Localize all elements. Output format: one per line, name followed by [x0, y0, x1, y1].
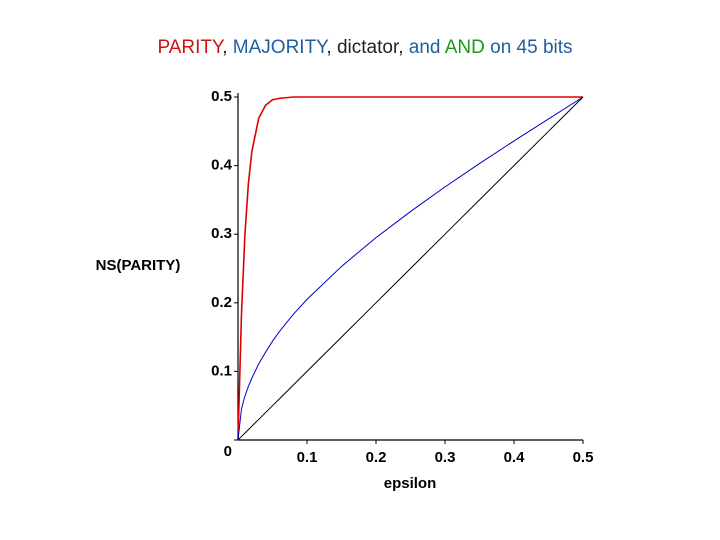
series-line	[237, 96, 584, 441]
title-part: and	[409, 37, 445, 58]
title-part: MAJORITY	[233, 37, 329, 58]
series-line	[237, 96, 583, 441]
y-tick-label: 0.1	[211, 362, 232, 379]
series-line	[237, 96, 584, 441]
title-part: AND	[445, 37, 485, 58]
y-tick-label: 0	[224, 443, 232, 460]
title-part: , dictator,	[326, 37, 408, 58]
y-tick-label: 0.5	[211, 88, 232, 105]
x-axis-label: epsilon	[384, 475, 437, 492]
x-tick-label: 0.5	[573, 449, 594, 466]
title-part: ,	[222, 37, 233, 58]
title-part: on 45 bits	[485, 37, 573, 58]
y-tick-label: 0.4	[211, 157, 233, 174]
chart-title: PARITY, MAJORITY, dictator, and AND on 4…	[157, 37, 572, 58]
x-tick-label: 0.1	[297, 449, 318, 466]
y-tick-label: 0.3	[211, 225, 232, 242]
x-tick-label: 0.4	[504, 449, 526, 466]
x-tick-label: 0.3	[435, 449, 456, 466]
y-axis-label: NS(PARITY)	[96, 257, 181, 274]
x-tick-label: 0.2	[366, 449, 387, 466]
y-tick-label: 0.2	[211, 294, 232, 311]
title-part: PARITY	[157, 37, 225, 58]
